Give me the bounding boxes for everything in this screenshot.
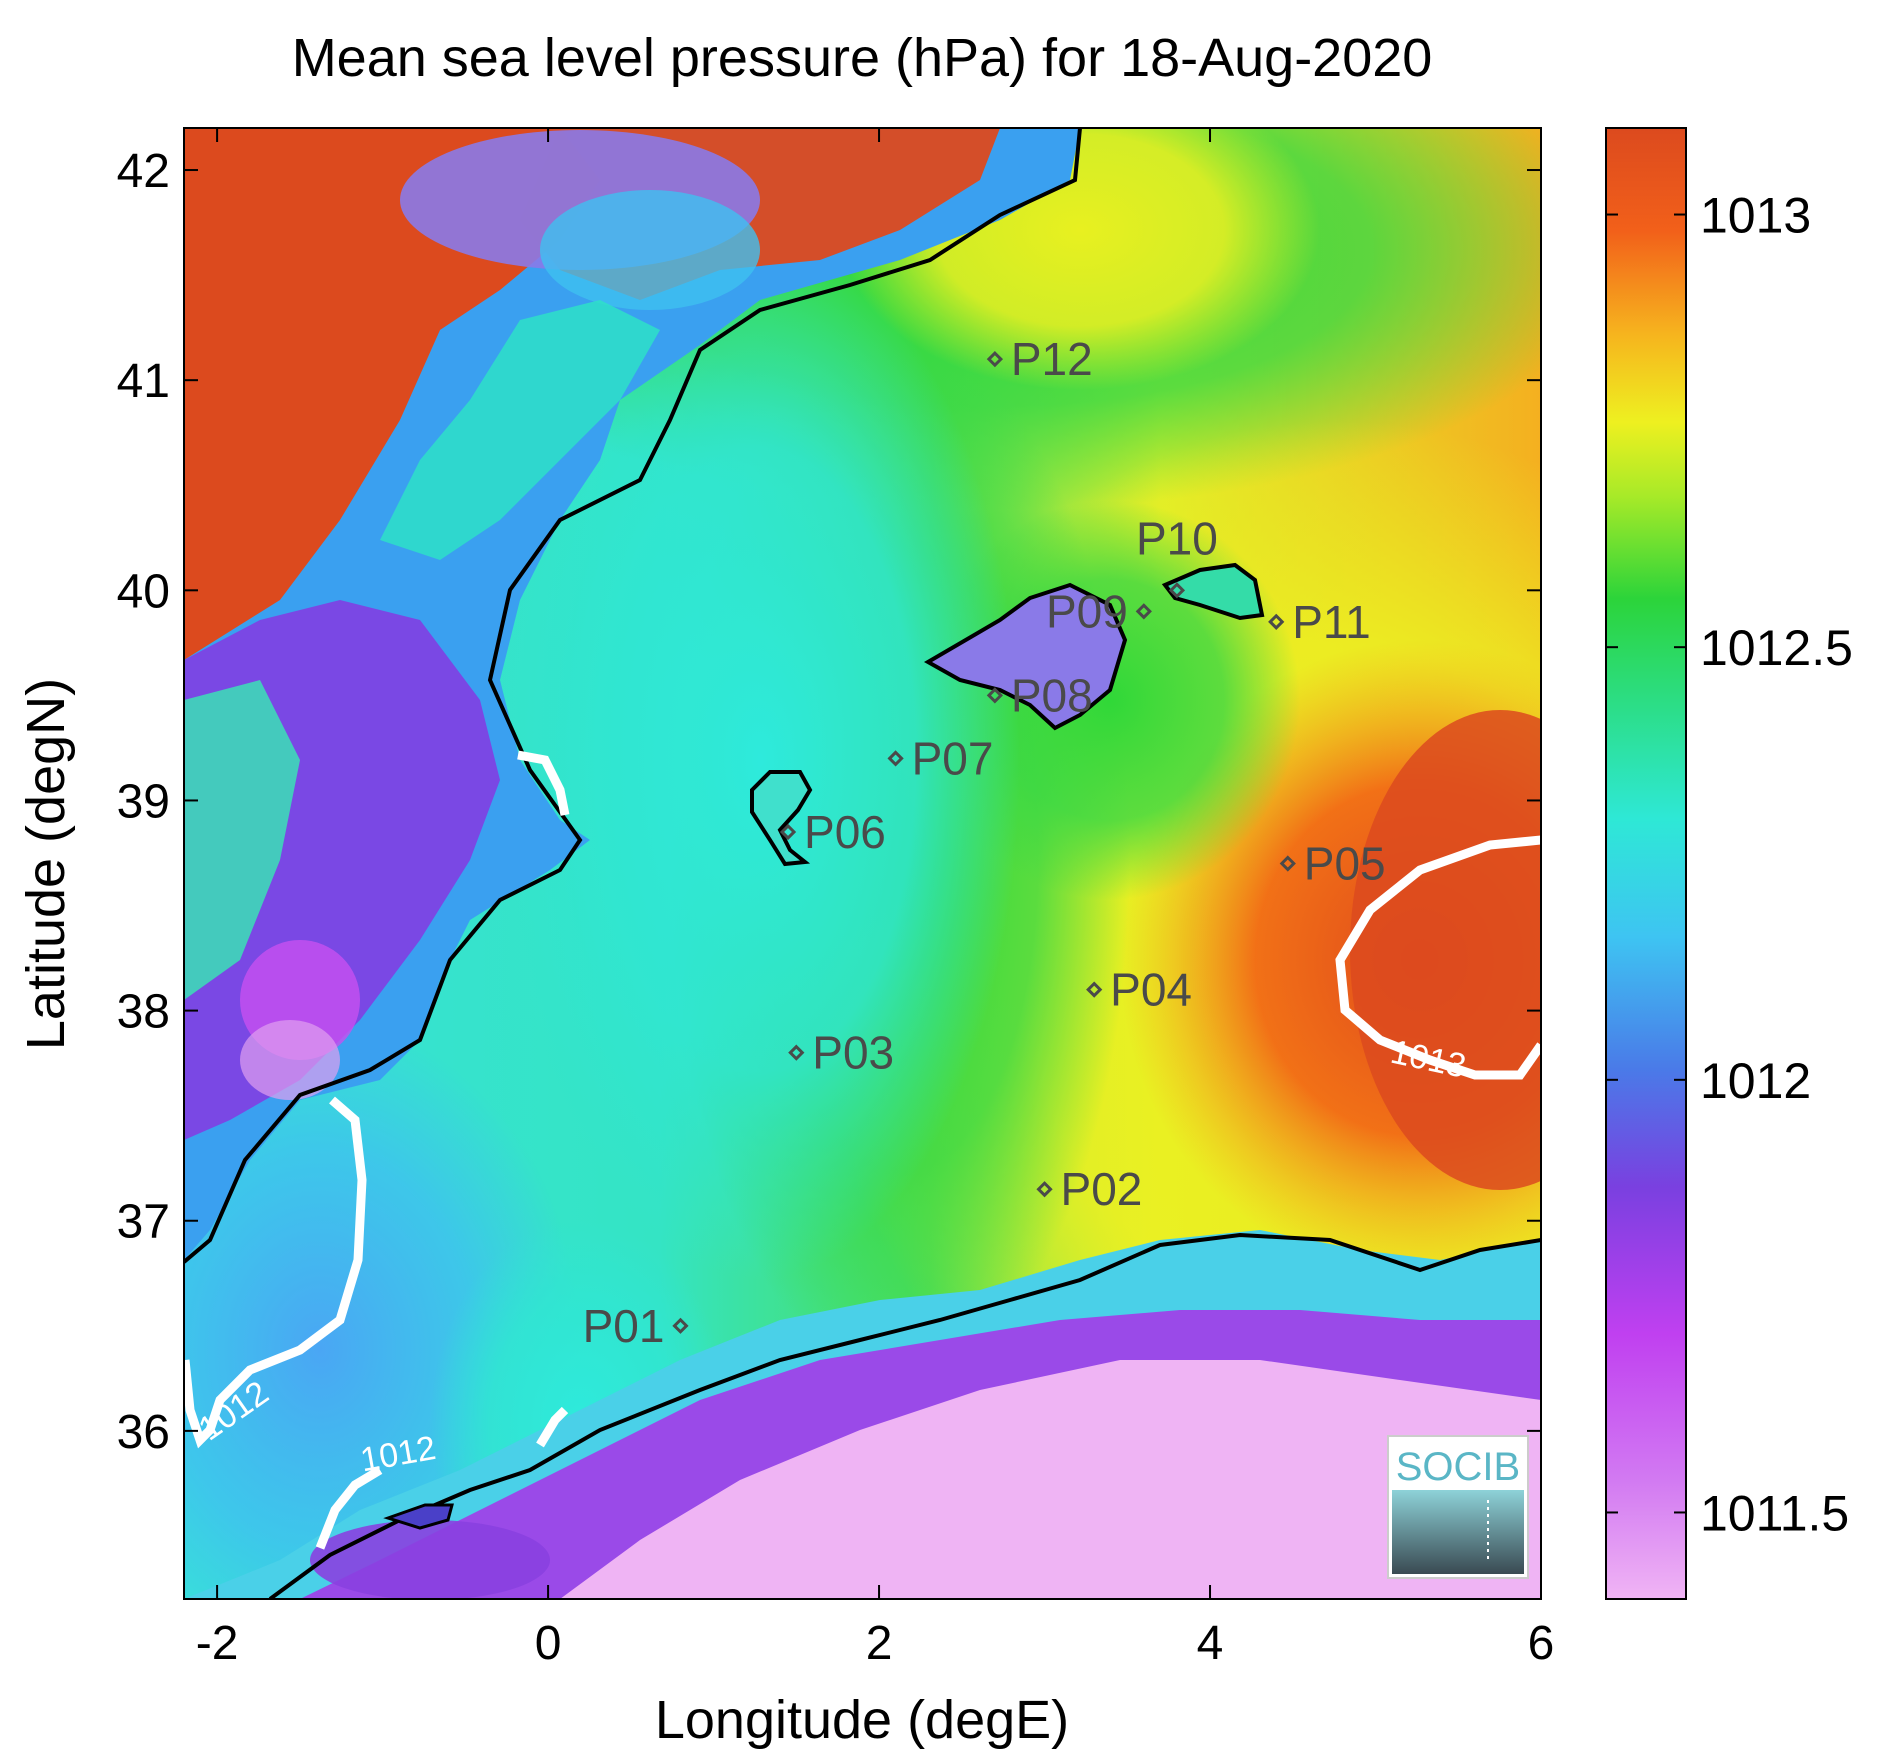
station-label-p11: P11 xyxy=(1292,596,1370,648)
y-tick-label: 40 xyxy=(117,565,170,618)
station-label-p05: P05 xyxy=(1304,838,1386,890)
station-marker-p11 xyxy=(1268,613,1285,630)
y-tick-label: 41 xyxy=(117,355,170,408)
x-tick-label: 0 xyxy=(535,1617,562,1670)
x-tick-label: 2 xyxy=(866,1617,893,1670)
y-tick-label: 42 xyxy=(117,145,170,198)
station-marker-p07 xyxy=(887,750,904,767)
socib-logo: SOCIB xyxy=(1387,1435,1529,1579)
station-label-p07: P07 xyxy=(912,732,994,784)
y-tick-label: 37 xyxy=(117,1196,170,1249)
station-marker-p05 xyxy=(1279,855,1296,872)
colorbar-tick-label: 1011.5 xyxy=(1700,1485,1849,1541)
x-axis-label: Longitude (degE) xyxy=(655,1690,1069,1750)
station-marker-p03 xyxy=(788,1044,805,1061)
chart-title: Mean sea level pressure (hPa) for 18-Aug… xyxy=(292,28,1433,88)
colorbar-frame xyxy=(1605,127,1687,1600)
x-axis-ticks: -2 0 2 4 6 xyxy=(196,128,1555,1670)
colorbar-tick-label: 1013 xyxy=(1700,188,1811,244)
y-axis-label: Latitude (degN) xyxy=(16,678,76,1050)
plot-frame xyxy=(183,127,1542,1600)
station-label-p04: P04 xyxy=(1110,964,1192,1016)
colorbar-tick-label: 1012 xyxy=(1700,1053,1811,1109)
station-marker-p08 xyxy=(986,687,1004,704)
station-marker-p06 xyxy=(779,823,797,841)
y-axis-ticks: 36 37 38 39 40 41 42 xyxy=(117,145,1541,1459)
station-label-p06: P06 xyxy=(804,806,886,858)
station-label-p12: P12 xyxy=(1011,333,1093,385)
station-marker-p10 xyxy=(1168,582,1186,599)
station-label-p03: P03 xyxy=(812,1027,894,1079)
station-marker-p09 xyxy=(1135,603,1152,620)
y-tick-label: 36 xyxy=(117,1406,170,1459)
y-tick-label: 38 xyxy=(117,986,170,1039)
colorbar xyxy=(1606,128,1686,1599)
station-marker-p12 xyxy=(986,351,1004,368)
station-label-p02: P02 xyxy=(1061,1163,1143,1215)
x-tick-label: -2 xyxy=(196,1617,239,1670)
socib-logo-text: SOCIB xyxy=(1396,1445,1520,1489)
station-marker-p02 xyxy=(1036,1181,1053,1198)
y-tick-label: 39 xyxy=(117,775,170,828)
station-label-p01: P01 xyxy=(583,1300,665,1352)
colorbar-ticks: 1011.5 1012 1012.5 1013 xyxy=(1606,188,1853,1541)
station-label-p09: P09 xyxy=(1046,585,1128,637)
heatmap-field xyxy=(184,128,1541,1599)
station-marker-p01 xyxy=(672,1317,689,1334)
station-label-p10: P10 xyxy=(1136,512,1218,564)
x-tick-label: 4 xyxy=(1197,1617,1224,1670)
x-tick-label: 6 xyxy=(1528,1617,1555,1670)
station-marker-p04 xyxy=(1086,981,1103,998)
colorbar-tick-label: 1012.5 xyxy=(1700,620,1853,676)
station-label-p08: P08 xyxy=(1011,669,1093,721)
